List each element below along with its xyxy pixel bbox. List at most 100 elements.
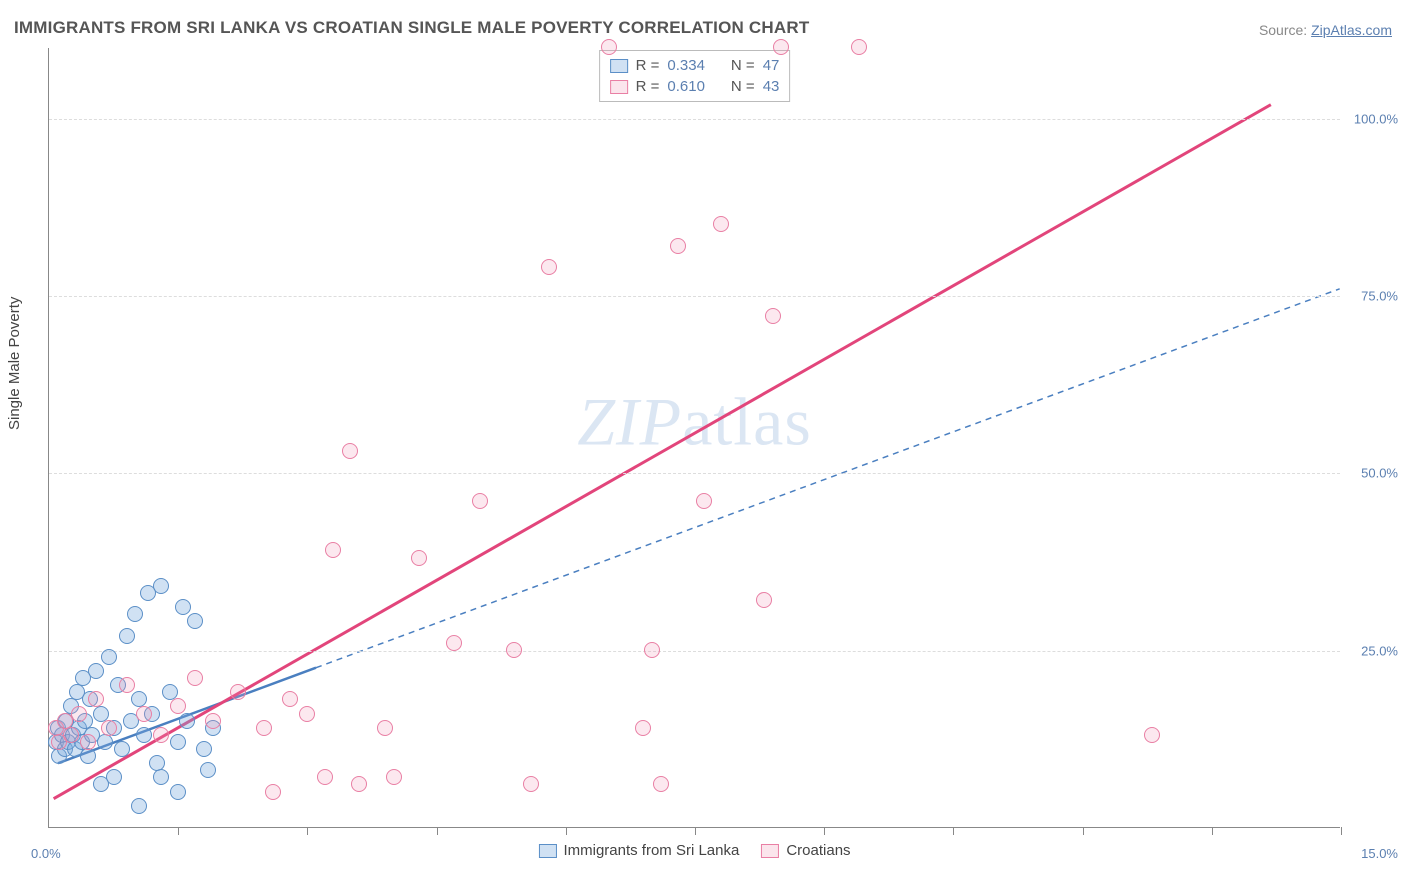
scatter-point	[446, 635, 462, 651]
scatter-point	[88, 691, 104, 707]
scatter-point	[230, 684, 246, 700]
legend-n-label: N =	[731, 57, 755, 74]
y-tick-label: 75.0%	[1361, 289, 1398, 304]
scatter-point	[131, 798, 147, 814]
y-tick-label: 25.0%	[1361, 643, 1398, 658]
scatter-point	[187, 613, 203, 629]
scatter-point	[119, 628, 135, 644]
legend-series: Immigrants from Sri Lanka Croatians	[538, 842, 850, 859]
scatter-point	[299, 706, 315, 722]
legend-r-value: 0.610	[667, 78, 705, 95]
scatter-point	[175, 599, 191, 615]
scatter-point	[187, 670, 203, 686]
scatter-point	[200, 762, 216, 778]
scatter-point	[196, 741, 212, 757]
scatter-point	[88, 663, 104, 679]
scatter-point	[851, 39, 867, 55]
scatter-point	[541, 259, 557, 275]
scatter-point	[153, 727, 169, 743]
scatter-point	[170, 698, 186, 714]
scatter-point	[63, 727, 79, 743]
scatter-point	[386, 769, 402, 785]
x-axis-min-label: 0.0%	[31, 846, 61, 861]
x-tick	[1341, 827, 1342, 835]
legend-stats-row: R = 0.610 N = 43	[610, 76, 780, 97]
scatter-point	[170, 784, 186, 800]
scatter-point	[506, 642, 522, 658]
legend-n-label: N =	[731, 78, 755, 95]
scatter-point	[325, 542, 341, 558]
x-tick	[178, 827, 179, 835]
scatter-point	[119, 677, 135, 693]
x-tick	[824, 827, 825, 835]
legend-stats: R = 0.334 N = 47 R = 0.610 N = 43	[599, 50, 791, 102]
scatter-point	[114, 741, 130, 757]
watermark-text: ZIPatlas	[577, 382, 812, 461]
scatter-plot: ZIPatlas R = 0.334 N = 47 R = 0.610 N = …	[48, 48, 1340, 828]
source-attribution: Source: ZipAtlas.com	[1259, 22, 1392, 38]
scatter-point	[635, 720, 651, 736]
legend-series-label: Immigrants from Sri Lanka	[563, 842, 739, 859]
scatter-point	[170, 734, 186, 750]
scatter-point	[80, 734, 96, 750]
scatter-point	[153, 578, 169, 594]
x-tick	[695, 827, 696, 835]
legend-swatch-icon	[610, 59, 628, 73]
scatter-point	[342, 443, 358, 459]
scatter-point	[317, 769, 333, 785]
gridline	[49, 296, 1340, 297]
legend-swatch-icon	[538, 844, 556, 858]
scatter-point	[1144, 727, 1160, 743]
scatter-point	[136, 727, 152, 743]
scatter-point	[153, 769, 169, 785]
scatter-point	[773, 39, 789, 55]
scatter-point	[670, 238, 686, 254]
scatter-point	[756, 592, 772, 608]
gridline	[49, 119, 1340, 120]
scatter-point	[80, 748, 96, 764]
legend-r-value: 0.334	[667, 57, 705, 74]
legend-r-label: R =	[636, 57, 660, 74]
scatter-point	[696, 493, 712, 509]
legend-item: Croatians	[761, 842, 850, 859]
x-tick	[307, 827, 308, 835]
x-tick	[1212, 827, 1213, 835]
source-link[interactable]: ZipAtlas.com	[1311, 22, 1392, 38]
legend-n-value: 47	[763, 57, 780, 74]
legend-stats-row: R = 0.334 N = 47	[610, 55, 780, 76]
scatter-point	[256, 720, 272, 736]
y-tick-label: 50.0%	[1361, 466, 1398, 481]
scatter-point	[265, 784, 281, 800]
scatter-point	[101, 649, 117, 665]
scatter-point	[282, 691, 298, 707]
scatter-point	[71, 706, 87, 722]
gridline	[49, 651, 1340, 652]
scatter-point	[472, 493, 488, 509]
scatter-point	[411, 550, 427, 566]
x-tick	[1083, 827, 1084, 835]
source-label: Source:	[1259, 22, 1311, 38]
scatter-point	[713, 216, 729, 232]
scatter-point	[97, 734, 113, 750]
legend-item: Immigrants from Sri Lanka	[538, 842, 739, 859]
scatter-point	[127, 606, 143, 622]
legend-r-label: R =	[636, 78, 660, 95]
y-axis-label: Single Male Poverty	[6, 297, 23, 430]
scatter-point	[653, 776, 669, 792]
x-tick	[566, 827, 567, 835]
legend-swatch-icon	[761, 844, 779, 858]
scatter-point	[765, 308, 781, 324]
scatter-point	[136, 706, 152, 722]
x-axis-max-label: 15.0%	[1361, 846, 1398, 861]
trend-lines	[49, 48, 1340, 827]
x-tick	[437, 827, 438, 835]
chart-title: IMMIGRANTS FROM SRI LANKA VS CROATIAN SI…	[14, 18, 809, 38]
scatter-point	[179, 713, 195, 729]
scatter-point	[351, 776, 367, 792]
y-tick-label: 100.0%	[1354, 111, 1398, 126]
scatter-point	[601, 39, 617, 55]
scatter-point	[523, 776, 539, 792]
legend-n-value: 43	[763, 78, 780, 95]
scatter-point	[101, 720, 117, 736]
gridline	[49, 473, 1340, 474]
